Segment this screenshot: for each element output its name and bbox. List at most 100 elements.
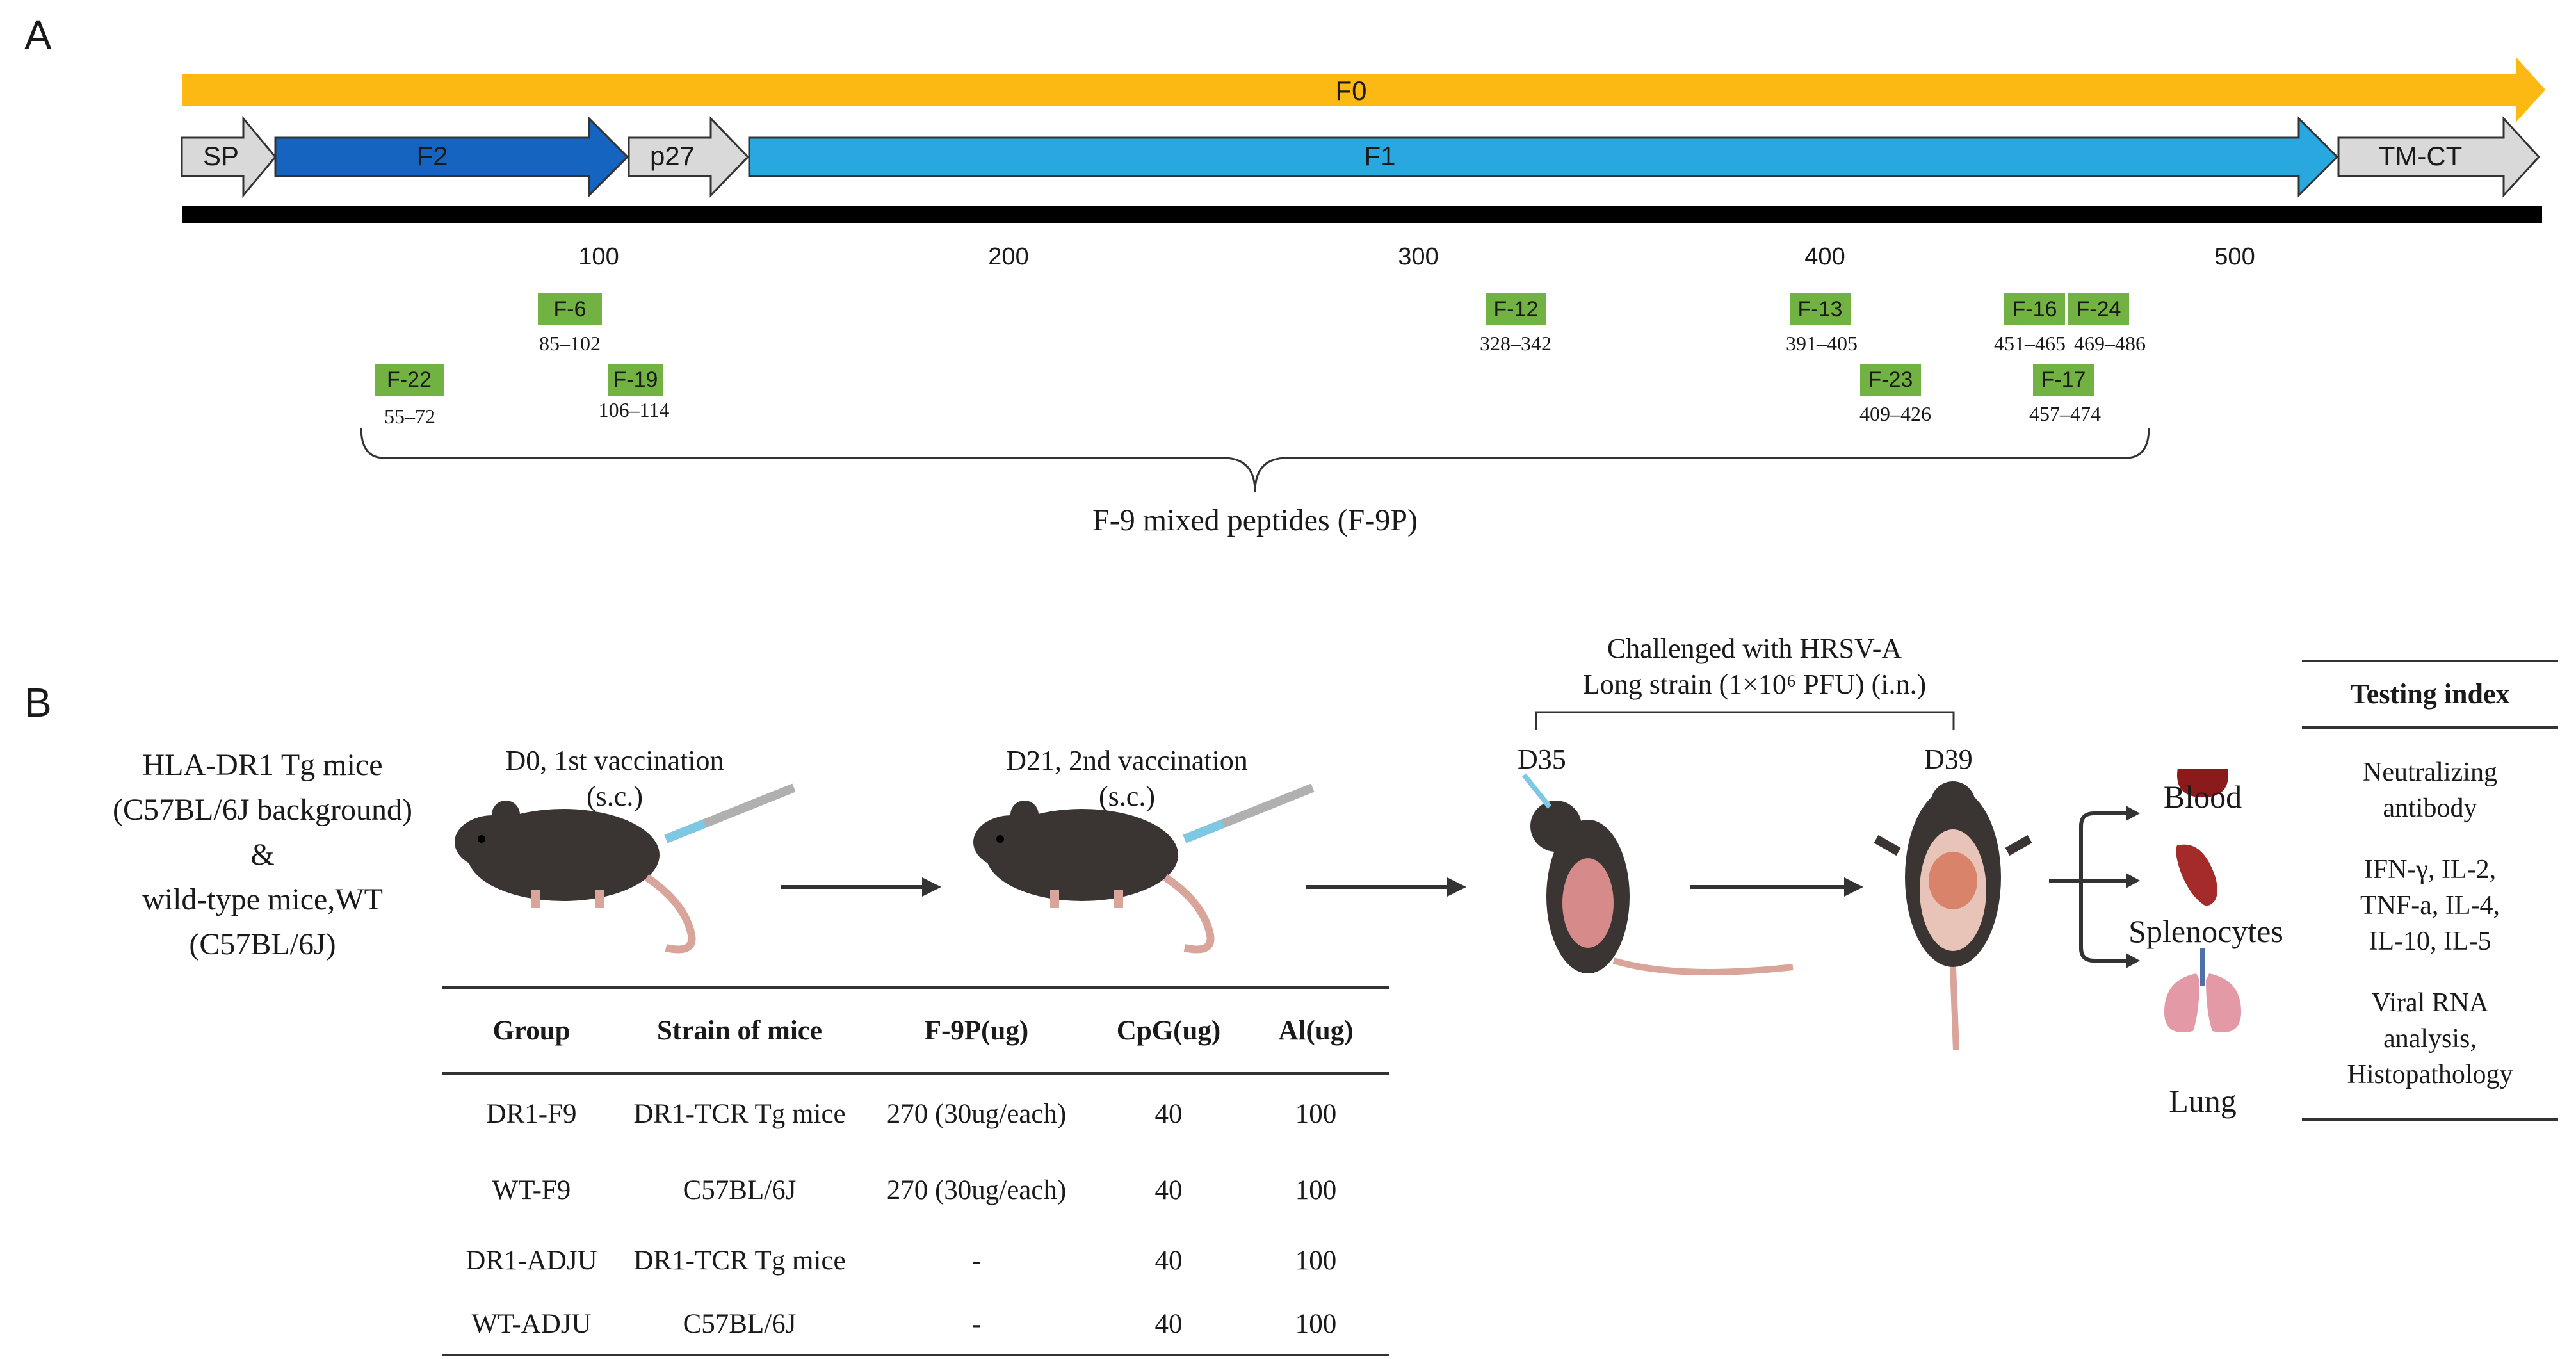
table-header: CpG(ug) <box>1116 1015 1221 1046</box>
peptide-f22-range: 55–72 <box>384 405 435 428</box>
d39-label: D39 <box>1924 744 1973 775</box>
peptide-f17: F-17 <box>2033 364 2094 396</box>
table-cell: 100 <box>1295 1246 1337 1276</box>
mice-line: & <box>250 838 275 872</box>
f2-label: F2 <box>416 141 448 171</box>
table-header: Al(ug) <box>1278 1015 1354 1046</box>
table-cell: 100 <box>1295 1175 1337 1205</box>
table-cell: 40 <box>1154 1175 1183 1205</box>
panel-b-letter: B <box>24 680 52 726</box>
table-cell: 40 <box>1154 1309 1183 1339</box>
table-cell: 100 <box>1295 1309 1337 1339</box>
peptide-f16-range: 451–465 <box>1994 332 2066 355</box>
step1-title: D0, 1st vaccination <box>505 745 724 776</box>
mouse-1-illustration <box>455 783 796 954</box>
table-header: Group <box>492 1015 571 1046</box>
mouse-4-illustration <box>1874 781 2032 1051</box>
table-header: F-9P(ug) <box>924 1015 1029 1046</box>
axis-bar <box>182 206 2542 223</box>
table-cell: 40 <box>1154 1099 1183 1129</box>
peptide-f23: F-23 <box>1860 364 1921 396</box>
table-cell: DR1-TCR Tg mice <box>633 1246 846 1276</box>
mice-line: HLA-DR1 Tg mice <box>142 748 383 782</box>
step1-route: (s.c.) <box>587 781 643 812</box>
testing-line: antibody <box>2383 793 2477 823</box>
peptide-f24: F-24 <box>2068 293 2129 325</box>
mice-line: (C57BL/6J background) <box>113 793 412 827</box>
table-cell: 40 <box>1154 1246 1183 1276</box>
mice-line: (C57BL/6J) <box>189 927 336 961</box>
table-cell: 270 (30ug/each) <box>886 1099 1067 1129</box>
tmct-label: TM-CT <box>2378 141 2463 171</box>
testing-line: analysis, <box>2383 1024 2477 1054</box>
table-row: DR1-ADJU DR1-TCR Tg mice - 40 100 <box>442 1227 1389 1294</box>
table-cell: DR1-TCR Tg mice <box>633 1099 846 1129</box>
workflow-graphics <box>455 769 2241 1051</box>
p27-label: p27 <box>649 141 695 171</box>
testing-item-1: Neutralizing antibody <box>2302 754 2558 826</box>
axis-tick: 100 <box>578 243 619 270</box>
step2-title: D21, 2nd vaccination <box>1006 745 1248 776</box>
challenge-line: Long strain (1×10⁶ PFU) (i.n.) <box>1582 669 1927 700</box>
testing-line: IL-10, IL-5 <box>2369 927 2491 956</box>
step2-route: (s.c.) <box>1099 781 1155 812</box>
testing-item-3: Viral RNA analysis, Histopathology <box>2302 985 2558 1093</box>
organ-lung: Lung <box>2169 1083 2237 1119</box>
group-table: Group Strain of mice F-9P(ug) CpG(ug) Al… <box>442 986 1389 1356</box>
axis-tick: 500 <box>2214 243 2255 270</box>
peptide-f17-range: 457–474 <box>2029 402 2101 425</box>
step1-label: D0, 1st vaccination (s.c.) <box>474 743 756 815</box>
table-cell: WT-F9 <box>492 1175 571 1205</box>
table-cell: DR1-F9 <box>486 1099 577 1129</box>
challenge-line: Challenged with HRSV-A <box>1607 633 1902 664</box>
f1-segment <box>748 116 2339 198</box>
challenge-label: Challenged with HRSV-A Long strain (1×10… <box>1492 631 2017 703</box>
mouse-3-illustration <box>1521 773 1794 975</box>
testing-bottom-rule <box>2302 1118 2558 1121</box>
table-header-row: Group Strain of mice F-9P(ug) CpG(ug) Al… <box>442 988 1389 1073</box>
blood-drop-icon <box>2177 769 2228 797</box>
peptide-f12-range: 328–342 <box>1480 332 1551 355</box>
peptide-f22: F-22 <box>375 364 444 396</box>
testing-line: Histopathology <box>2347 1060 2513 1089</box>
table-row: DR1-F9 DR1-TCR Tg mice 270 (30ug/each) 4… <box>442 1073 1389 1153</box>
table-cell: - <box>971 1246 982 1276</box>
table-cell: C57BL/6J <box>683 1309 797 1339</box>
peptide-f24-range: 469–486 <box>2074 332 2146 355</box>
testing-index: Testing index Neutralizing antibody IFN-… <box>2302 660 2558 1121</box>
f2-segment <box>274 116 629 198</box>
peptide-f12: F-12 <box>1486 293 1546 325</box>
axis-tick: 200 <box>988 243 1029 270</box>
d35-label: D35 <box>1518 744 1566 775</box>
step2-label: D21, 2nd vaccination (s.c.) <box>986 743 1268 815</box>
peptide-f6-range: 85–102 <box>539 332 601 355</box>
protein-map <box>181 58 2545 223</box>
table-cell: 270 (30ug/each) <box>886 1175 1067 1205</box>
table-cell: WT-ADJU <box>471 1309 592 1339</box>
testing-line: IFN-γ, IL-2, <box>2363 855 2497 884</box>
testing-line: Viral RNA <box>2371 988 2489 1018</box>
testing-line: Neutralizing <box>2363 758 2497 787</box>
table-row: WT-F9 C57BL/6J 270 (30ug/each) 40 100 <box>442 1153 1389 1227</box>
mice-description: HLA-DR1 Tg mice (C57BL/6J background) & … <box>83 743 442 967</box>
tmct-segment <box>2337 116 2541 198</box>
table-cell: 100 <box>1295 1099 1337 1129</box>
challenge-bracket <box>1535 711 1955 730</box>
table-cell: DR1-ADJU <box>466 1246 597 1276</box>
peptide-f23-range: 409–426 <box>1859 402 1931 425</box>
mice-line: wild-type mice,WT <box>142 883 383 916</box>
axis-tick: 300 <box>1398 243 1439 270</box>
bracket-label: F-9 mixed peptides (F-9P) <box>1092 503 1418 537</box>
testing-item-2: IFN-γ, IL-2, TNF-a, IL-4, IL-10, IL-5 <box>2302 852 2558 959</box>
mouse-2-illustration <box>973 783 1315 954</box>
sp-label: SP <box>202 141 239 171</box>
peptide-f13-range: 391–405 <box>1786 332 1858 355</box>
testing-line: TNF-a, IL-4, <box>2360 891 2500 920</box>
lung-icon <box>2164 948 2241 1032</box>
peptide-bracket <box>360 427 2150 492</box>
f1-label: F1 <box>1364 141 1396 171</box>
f0-arrow <box>182 58 2545 122</box>
table-header: Strain of mice <box>657 1015 822 1046</box>
panel-a-letter: A <box>24 12 52 58</box>
peptide-f16: F-16 <box>2004 293 2065 325</box>
